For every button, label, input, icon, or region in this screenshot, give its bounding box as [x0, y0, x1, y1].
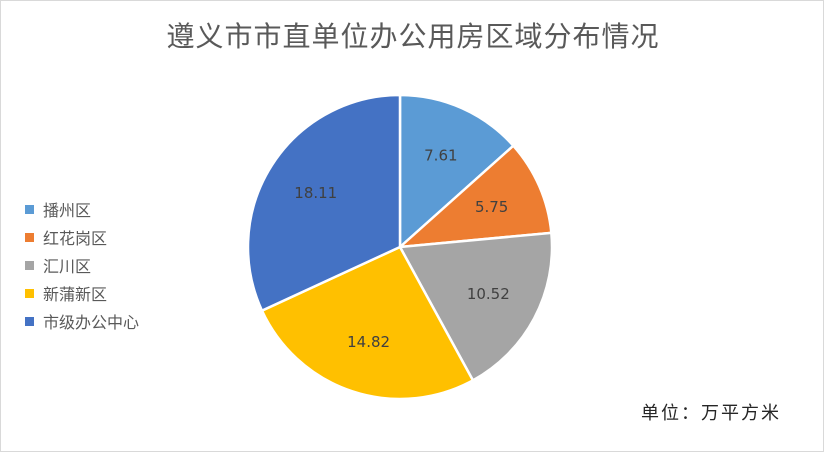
- legend-swatch: [25, 260, 34, 270]
- slice-city-office-center: [246, 93, 402, 313]
- slice-xinpu: [260, 245, 475, 401]
- legend-label: 市级办公中心: [43, 313, 140, 332]
- legend-label: 新蒲新区: [43, 285, 108, 304]
- slice-honghuagang: [396, 143, 553, 249]
- chart-title: 遵义市市直单位办公用房区域分布情况: [166, 20, 660, 53]
- data-label-honghuagang: 5.75: [475, 198, 508, 216]
- legend-item-huichuan: 汇川区: [25, 251, 139, 279]
- data-label-bozhou: 7.61: [424, 147, 457, 165]
- legend-swatch: [25, 204, 34, 214]
- legend-label: 播州区: [43, 201, 92, 220]
- legend-item-city-office-center: 市级办公中心: [25, 307, 139, 335]
- legend-label: 红花岗区: [43, 229, 108, 248]
- legend-swatch: [25, 316, 34, 326]
- slice-huichuan: [397, 231, 554, 383]
- legend: 播州区 红花岗区 汇川区 新蒲新区 市级办公中心: [25, 195, 139, 335]
- legend-item-bozhou: 播州区: [25, 195, 139, 223]
- legend-item-xinpu: 新蒲新区: [25, 279, 139, 307]
- legend-swatch: [25, 232, 34, 242]
- legend-item-honghuagang: 红花岗区: [25, 223, 139, 251]
- legend-label: 汇川区: [43, 257, 92, 276]
- data-label-xinpu: 14.82: [347, 333, 390, 351]
- slice-bozhou: [398, 93, 516, 250]
- unit-note: 单位：万平方米: [641, 403, 781, 424]
- legend-swatch: [25, 288, 34, 298]
- data-label-city-office-center: 18.11: [294, 184, 337, 202]
- data-label-huichuan: 10.52: [467, 285, 510, 303]
